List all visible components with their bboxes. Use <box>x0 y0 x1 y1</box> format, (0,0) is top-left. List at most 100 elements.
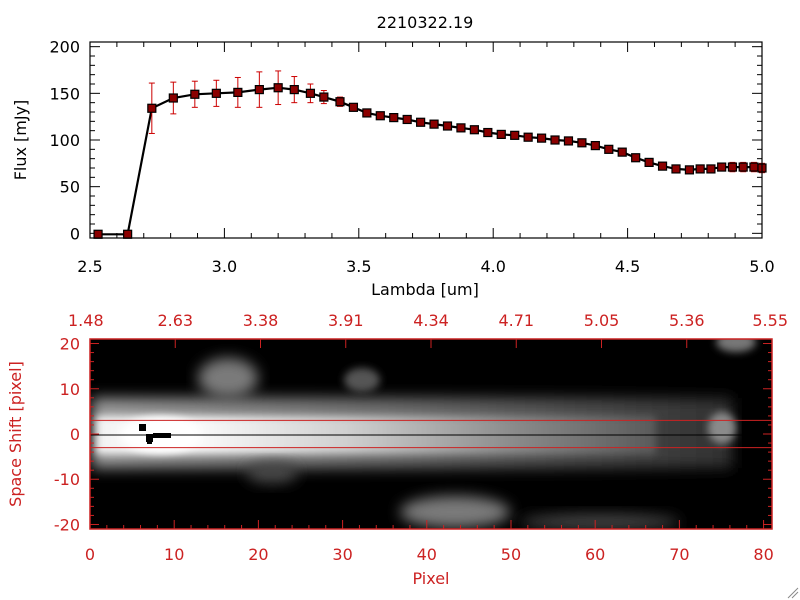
image-top-tick-label: 3.91 <box>328 311 364 330</box>
spectrum-y-tick-labels: 0 50 100 150 200 <box>49 38 80 244</box>
spectrum-points <box>93 83 767 239</box>
data-point <box>469 125 479 135</box>
spectrum-y-tick-label: 150 <box>49 84 80 103</box>
data-point <box>190 89 200 99</box>
data-point <box>168 93 178 103</box>
data-point <box>362 108 372 118</box>
data-point <box>442 121 453 131</box>
spectrum-y-tick-label: 0 <box>70 224 80 243</box>
image-top-tick-label: 5.05 <box>584 311 620 330</box>
image-y-tick-label: -20 <box>54 515 80 534</box>
image-y-tick-label: -10 <box>54 470 80 489</box>
data-point <box>536 133 547 143</box>
chart-title: 2210322.19 <box>377 13 474 32</box>
image-top-tick-label: 3.38 <box>243 311 279 330</box>
data-point <box>483 127 493 138</box>
data-point <box>416 117 426 127</box>
spectrum-y-axis-label: Flux [mJy] <box>11 100 30 181</box>
blob-lower-right <box>520 514 680 529</box>
image-x-tick-label: 80 <box>753 545 773 564</box>
data-point <box>335 97 345 107</box>
data-point <box>211 88 221 98</box>
data-point <box>510 130 520 140</box>
data-point <box>93 229 103 239</box>
data-point <box>429 119 439 129</box>
data-point <box>319 92 329 102</box>
image-x-axis-label: Pixel <box>412 569 449 588</box>
data-point <box>727 162 738 172</box>
spectrum-x-tick-label: 2.5 <box>77 257 102 276</box>
data-point <box>617 147 627 157</box>
spectrum-y-tick-label: 100 <box>49 131 80 150</box>
data-point <box>147 103 157 113</box>
data-point <box>590 141 600 151</box>
data-point <box>523 132 533 142</box>
image-x-tick-label: 50 <box>501 545 521 564</box>
blob-top-right <box>716 339 756 352</box>
image-top-tick-label: 2.63 <box>157 311 193 330</box>
data-point <box>496 129 506 139</box>
image-top-tick-label: 4.71 <box>498 311 534 330</box>
data-point <box>375 111 385 121</box>
spectrum-y-tick-label: 50 <box>60 178 80 197</box>
image-x-tick-label: 20 <box>248 545 268 564</box>
data-point <box>631 153 641 163</box>
blob-upper-left <box>198 358 258 398</box>
image-frame <box>89 338 773 530</box>
data-point <box>657 161 668 171</box>
data-point <box>273 83 283 93</box>
spectrum-x-tick-label: 5.0 <box>749 257 774 276</box>
spectrum-x-tick-label: 4.5 <box>615 257 640 276</box>
data-point <box>402 114 412 125</box>
blob-lower-left <box>246 463 298 483</box>
spectrum-plot-frame <box>89 41 763 239</box>
image-top-tick-label: 5.36 <box>669 311 705 330</box>
data-point <box>604 144 614 154</box>
data-point <box>305 88 316 98</box>
data-point <box>644 157 654 167</box>
data-point <box>738 162 748 172</box>
image-y-axis-label: Space Shift [pixel] <box>6 361 25 507</box>
data-point <box>456 123 466 133</box>
data-point <box>233 87 243 98</box>
data-point <box>717 162 727 172</box>
image-y-tick-label: 0 <box>70 425 80 444</box>
image-wavelength-tick-labels: 1.48 2.63 3.38 3.91 4.34 4.71 5.05 5.36 5.55 <box>68 311 788 330</box>
blob-right-trace <box>708 412 736 444</box>
resize-grip-icon[interactable] <box>787 587 799 599</box>
image-x-tick-labels: 0 10 20 30 40 50 60 70 80 <box>85 545 774 564</box>
spectrum-x-tick-labels: 2.5 3.0 3.5 4.0 4.5 5.0 <box>77 257 774 276</box>
image-y-tick-labels: 20 10 0 -10 -20 <box>54 335 80 535</box>
blob-lower-mid <box>400 496 510 528</box>
data-point <box>550 135 560 145</box>
spectrum-line <box>98 86 763 236</box>
spectral-image <box>89 338 773 530</box>
image-top-tick-label: 5.55 <box>752 311 788 330</box>
data-point <box>684 165 695 175</box>
image-y-tick-label: 20 <box>60 335 80 354</box>
image-x-tick-label: 70 <box>669 545 689 564</box>
data-point <box>123 229 133 239</box>
spectrum-plot <box>89 41 767 239</box>
image-x-tick-label: 40 <box>417 545 437 564</box>
spectrum-y-tick-label: 200 <box>49 38 80 57</box>
data-point <box>389 112 399 123</box>
data-point <box>563 136 574 146</box>
image-top-tick-label: 1.48 <box>68 311 104 330</box>
spectrum-x-tick-label: 3.0 <box>212 257 237 276</box>
data-point <box>749 162 759 172</box>
image-x-tick-label: 60 <box>585 545 605 564</box>
spectrum-x-tick-label: 4.0 <box>480 257 505 276</box>
data-point <box>348 102 359 112</box>
data-point <box>577 138 587 148</box>
image-x-tick-label: 30 <box>332 545 352 564</box>
spectrum-errorbars <box>148 70 765 174</box>
blob-upper-mid <box>344 368 380 392</box>
image-x-tick-label: 10 <box>164 545 184 564</box>
data-point <box>671 164 681 174</box>
data-point <box>695 164 705 174</box>
image-y-tick-label: 10 <box>60 380 80 399</box>
spectrum-ticks <box>89 42 763 238</box>
image-top-tick-label: 4.34 <box>413 311 449 330</box>
